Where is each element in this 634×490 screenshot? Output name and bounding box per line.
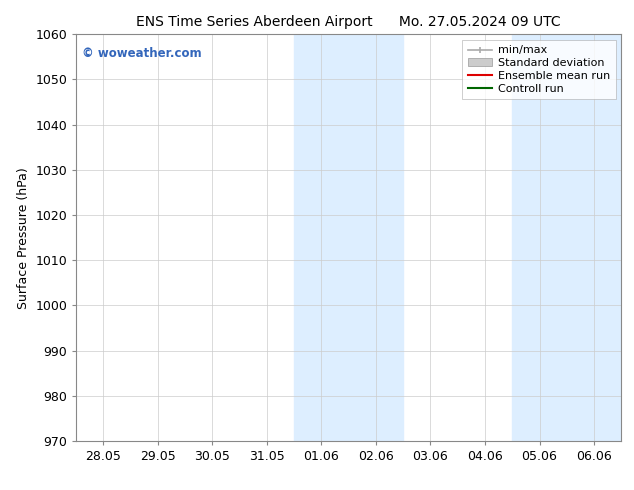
Bar	[294, 34, 403, 441]
Title: ENS Time Series Aberdeen Airport      Mo. 27.05.2024 09 UTC: ENS Time Series Aberdeen Airport Mo. 27.…	[136, 15, 561, 29]
Bar	[512, 34, 621, 441]
Y-axis label: Surface Pressure (hPa): Surface Pressure (hPa)	[16, 167, 30, 309]
Text: © woweather.com: © woweather.com	[82, 47, 201, 59]
Legend: min/max, Standard deviation, Ensemble mean run, Controll run: min/max, Standard deviation, Ensemble me…	[462, 40, 616, 99]
